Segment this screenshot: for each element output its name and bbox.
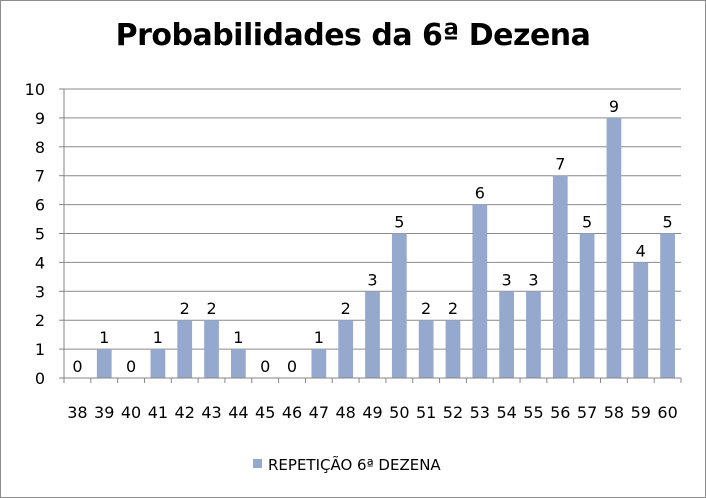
bar (391, 233, 407, 378)
x-tick-label: 49 (362, 403, 382, 422)
y-tick-label: 9 (35, 109, 45, 128)
x-tick-label: 39 (94, 403, 114, 422)
data-label: 2 (206, 299, 216, 318)
data-label: 2 (341, 299, 351, 318)
x-tick-label: 38 (67, 403, 87, 422)
x-tick-label: 44 (228, 403, 248, 422)
x-tick-label: 45 (255, 403, 275, 422)
bar (177, 320, 193, 378)
data-label: 3 (528, 270, 538, 289)
data-label: 9 (609, 97, 619, 116)
x-tick-label: 52 (443, 403, 463, 422)
x-tick-label: 48 (335, 403, 355, 422)
chart-title: Probabilidades da 6ª Dezena (115, 18, 591, 53)
bar (579, 233, 595, 378)
data-label: 7 (555, 155, 565, 174)
y-tick-label: 7 (35, 167, 45, 186)
bar (526, 291, 541, 378)
x-tick-label: 59 (631, 403, 651, 422)
legend-swatch (253, 459, 262, 468)
data-label: 6 (475, 184, 485, 203)
bar (230, 349, 246, 378)
x-tick-label: 50 (389, 403, 409, 422)
data-label: 5 (582, 213, 592, 232)
x-tick-label: 54 (496, 403, 516, 422)
data-label: 2 (421, 299, 431, 318)
data-label: 1 (99, 328, 109, 347)
x-tick-label: 41 (148, 403, 168, 422)
x-tick-label: 53 (470, 403, 490, 422)
x-tick-label: 46 (282, 403, 302, 422)
bar (418, 320, 434, 378)
bars (96, 117, 675, 379)
x-tick-label: 47 (309, 403, 329, 422)
bar (552, 175, 568, 378)
x-tick-label: 60 (657, 403, 677, 422)
bar (606, 117, 622, 379)
y-tick-label: 10 (25, 80, 45, 99)
data-label: 3 (502, 270, 512, 289)
y-tick-label: 3 (35, 282, 45, 301)
y-tick-label: 4 (35, 253, 45, 272)
bar (96, 349, 112, 378)
y-tick-label: 8 (35, 138, 45, 157)
data-label: 0 (126, 357, 136, 376)
bar (150, 349, 166, 378)
bar (338, 320, 354, 378)
data-label: 1 (314, 328, 324, 347)
legend-label: REPETIÇÃO 6ª DEZENA (268, 455, 441, 474)
x-tick-label: 51 (416, 403, 436, 422)
y-tick-label: 1 (35, 340, 45, 359)
data-label: 1 (233, 328, 243, 347)
y-tick-label: 0 (35, 369, 45, 388)
legend: REPETIÇÃO 6ª DEZENA (253, 455, 441, 474)
data-label: 3 (367, 270, 377, 289)
x-tick-label: 55 (523, 403, 543, 422)
y-tick-label: 6 (35, 196, 45, 215)
bar (499, 291, 515, 378)
bar (633, 262, 649, 378)
data-label: 5 (394, 213, 404, 232)
bar (365, 291, 380, 378)
data-label: 0 (260, 357, 270, 376)
x-tick-label: 42 (175, 403, 195, 422)
x-tick-label: 57 (577, 403, 597, 422)
data-label: 5 (662, 213, 672, 232)
data-label: 1 (153, 328, 163, 347)
bar (660, 233, 675, 378)
data-label: 2 (180, 299, 190, 318)
x-tick-label: 40 (121, 403, 141, 422)
bar (445, 320, 461, 378)
data-label: 0 (287, 357, 297, 376)
data-label: 4 (636, 241, 646, 260)
data-label: 2 (448, 299, 458, 318)
bar (204, 320, 219, 378)
x-tick-label: 43 (201, 403, 221, 422)
bar (472, 204, 488, 378)
y-tick-label: 2 (35, 311, 45, 330)
x-tick-label: 56 (550, 403, 570, 422)
x-tick-label: 58 (604, 403, 624, 422)
bar (311, 349, 327, 378)
y-tick-label: 5 (35, 225, 45, 244)
data-label: 0 (72, 357, 82, 376)
